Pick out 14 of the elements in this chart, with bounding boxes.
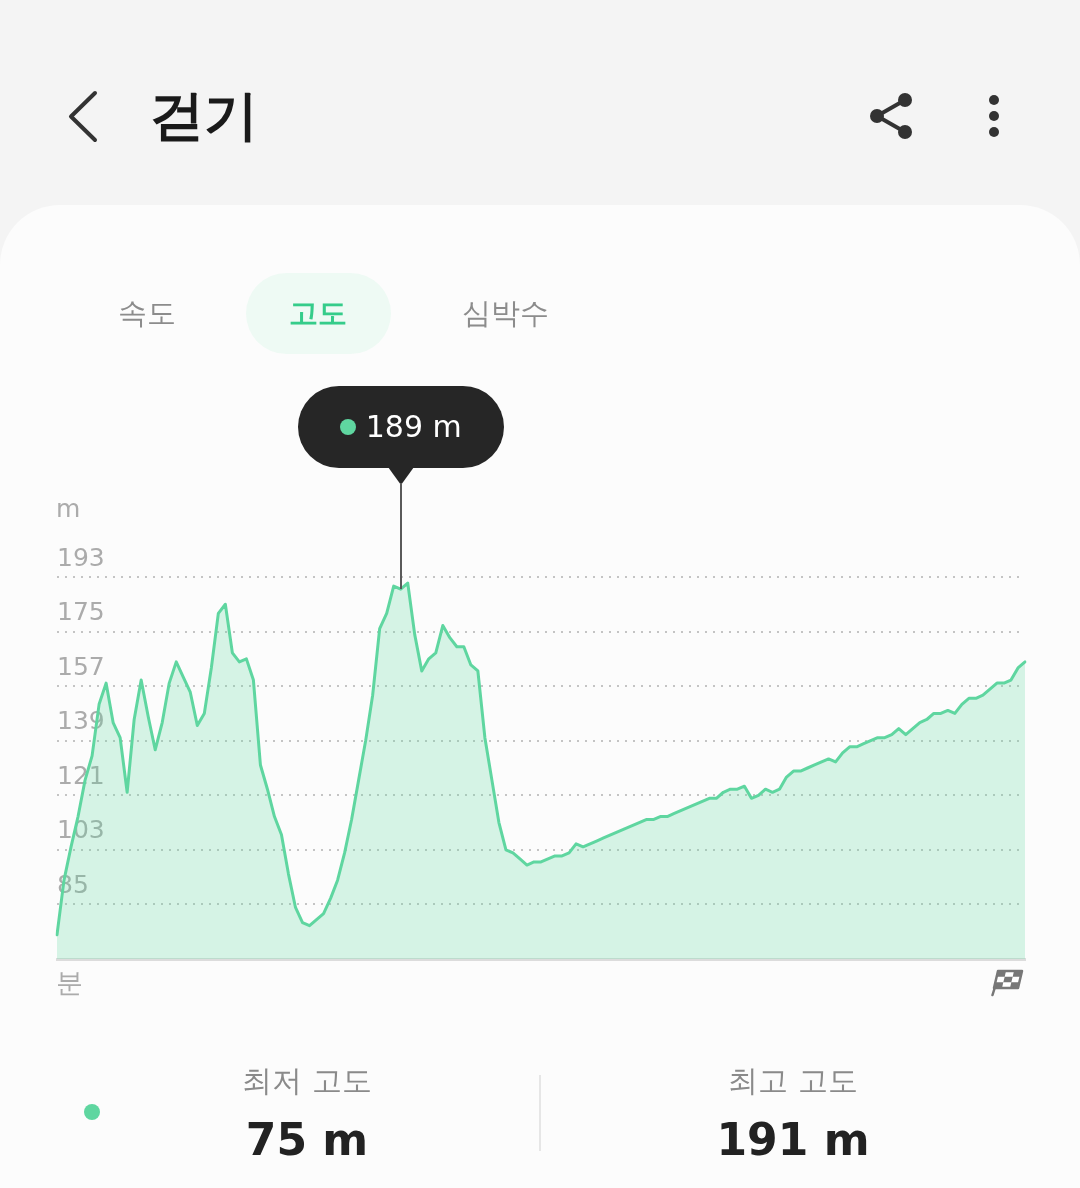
text: 최고 고도 <box>728 1062 858 1100</box>
y-axis-title: m <box>56 494 81 524</box>
y-tick-label: 175 <box>57 597 105 627</box>
text: 75 m <box>245 1114 369 1166</box>
y-tick-label: 157 <box>57 651 105 681</box>
text: 191 m <box>716 1114 870 1166</box>
x-axis-title: 분 <box>56 967 83 998</box>
text: 심박수 <box>461 295 549 332</box>
text: 최저 고도 <box>242 1062 372 1100</box>
text: 고도 <box>289 295 347 332</box>
text: 속도 <box>118 295 176 332</box>
y-tick-label: 193 <box>57 542 105 572</box>
text: 189 m <box>365 408 462 446</box>
chart-title: 걷기 <box>150 84 258 148</box>
